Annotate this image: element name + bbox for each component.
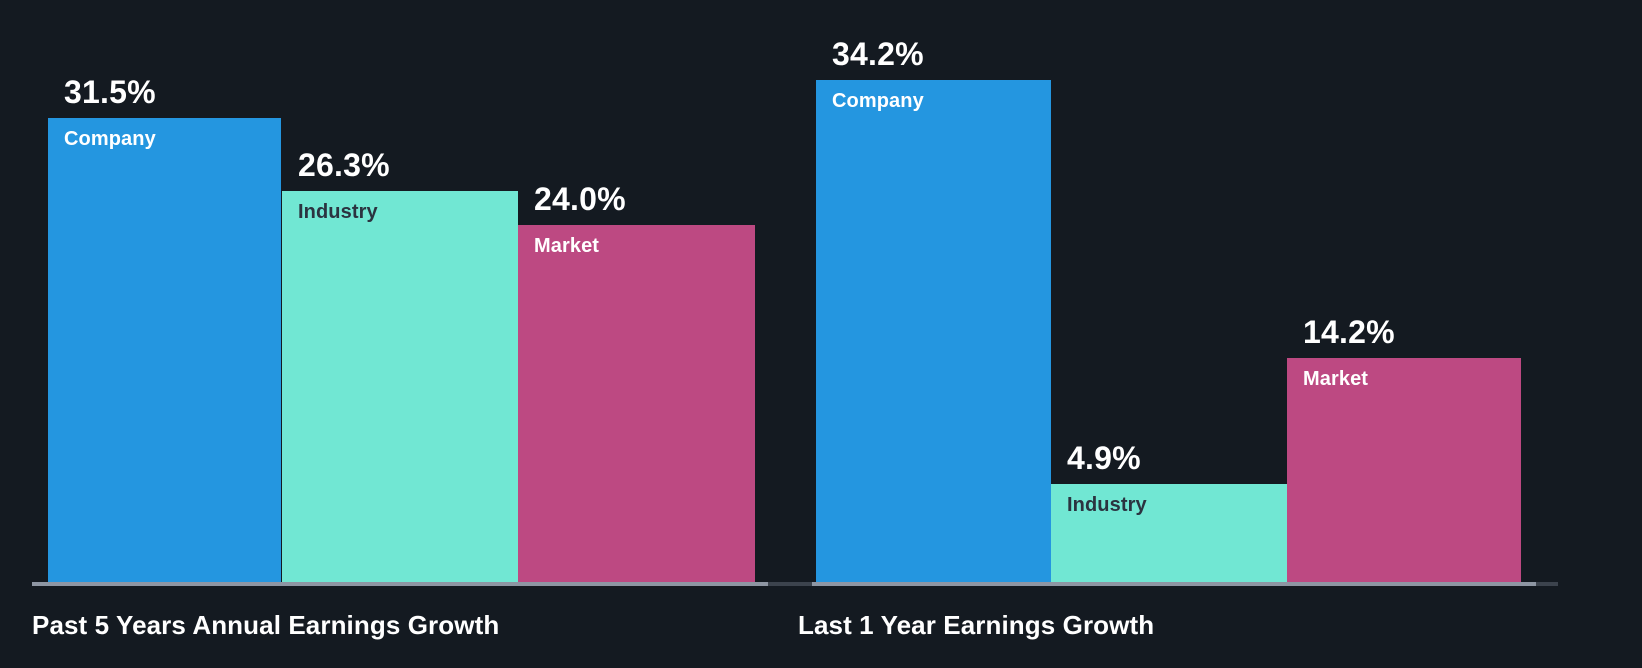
bar-company-value: 34.2% xyxy=(832,36,924,72)
axis-line-left-tail xyxy=(768,582,790,586)
bar-company-label: Company xyxy=(832,90,924,112)
bar-industry[interactable]: 4.9% Industry xyxy=(1051,440,1287,582)
plot-area-left: 31.5% Company 26.3% Industry 24.0% Marke… xyxy=(0,0,800,582)
bar-industry[interactable]: 26.3% Industry xyxy=(282,147,518,582)
bar-company-label: Company xyxy=(64,128,156,150)
bar-market-label: Market xyxy=(534,235,600,257)
bar-industry-label: Industry xyxy=(1067,494,1147,516)
axis-line-left xyxy=(32,582,772,586)
bar-industry-fill xyxy=(282,191,518,582)
bar-industry-value: 4.9% xyxy=(1067,440,1141,476)
chart-title-left: Past 5 Years Annual Earnings Growth xyxy=(32,610,500,640)
axis-line-right-tail xyxy=(1536,582,1558,586)
bar-market-fill xyxy=(518,225,755,582)
chart-last-1-year: 34.2% Company 4.9% Industry 14.2% Market… xyxy=(790,0,1642,668)
bar-industry-label: Industry xyxy=(298,201,378,223)
chart-past-5-years: 31.5% Company 26.3% Industry 24.0% Marke… xyxy=(0,0,800,668)
bar-company[interactable]: 34.2% Company xyxy=(816,36,1051,582)
bar-industry-value: 26.3% xyxy=(298,147,390,183)
bar-market-label: Market xyxy=(1303,368,1369,390)
bar-market-value: 24.0% xyxy=(534,181,626,217)
bar-market-fill xyxy=(1287,358,1521,582)
bar-industry-fill xyxy=(1051,484,1287,582)
axis-line-right-head xyxy=(790,582,812,586)
bar-market[interactable]: 14.2% Market xyxy=(1287,314,1521,582)
bar-market[interactable]: 24.0% Market xyxy=(518,181,755,582)
axis-line-right xyxy=(812,582,1540,586)
plot-area-right: 34.2% Company 4.9% Industry 14.2% Market xyxy=(790,0,1642,582)
bar-company-fill xyxy=(48,118,281,582)
bar-company[interactable]: 31.5% Company xyxy=(48,74,281,582)
bar-company-fill xyxy=(816,80,1051,582)
bar-company-value: 31.5% xyxy=(64,74,156,110)
chart-title-right: Last 1 Year Earnings Growth xyxy=(798,610,1155,640)
bar-market-value: 14.2% xyxy=(1303,314,1395,350)
